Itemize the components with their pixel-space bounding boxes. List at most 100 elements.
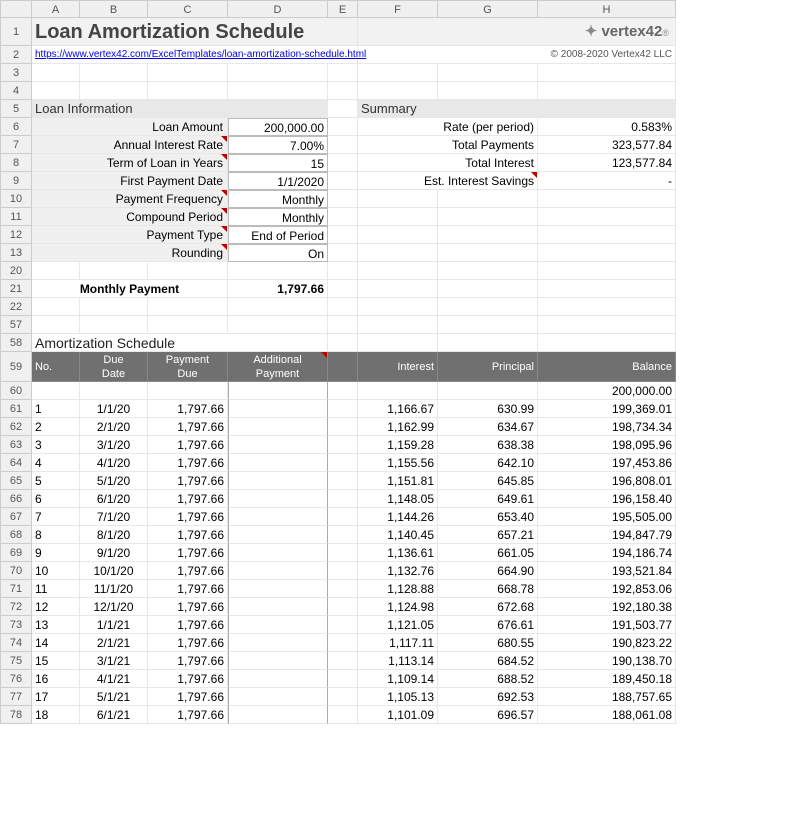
- empty-cell[interactable]: [438, 280, 538, 298]
- cell-payment-due[interactable]: 1,797.66: [148, 580, 228, 598]
- empty-cell[interactable]: [358, 82, 438, 100]
- cell-payment-due[interactable]: 1,797.66: [148, 706, 228, 724]
- cell-no[interactable]: 12: [32, 598, 80, 616]
- cell-balance[interactable]: 197,453.86: [538, 454, 676, 472]
- cell-balance[interactable]: 188,757.65: [538, 688, 676, 706]
- empty-cell[interactable]: [328, 688, 358, 706]
- empty-cell[interactable]: [228, 316, 328, 334]
- empty-cell[interactable]: [328, 100, 358, 118]
- cell-payment-due[interactable]: 1,797.66: [148, 472, 228, 490]
- empty-cell[interactable]: [32, 82, 80, 100]
- cell-payment-due[interactable]: 1,797.66: [148, 544, 228, 562]
- column-header-e[interactable]: E: [328, 0, 358, 18]
- cell-no[interactable]: 1: [32, 400, 80, 418]
- cell-payment-due[interactable]: 1,797.66: [148, 436, 228, 454]
- row-header[interactable]: 20: [0, 262, 32, 280]
- cell-balance[interactable]: 193,521.84: [538, 562, 676, 580]
- empty-cell[interactable]: [328, 454, 358, 472]
- empty-cell[interactable]: [228, 298, 328, 316]
- cell-principal[interactable]: 684.52: [438, 652, 538, 670]
- empty-cell[interactable]: [538, 208, 676, 226]
- cell-no[interactable]: 2: [32, 418, 80, 436]
- empty-cell[interactable]: [328, 634, 358, 652]
- cell-due-date[interactable]: 5/1/20: [80, 472, 148, 490]
- cell-no[interactable]: 13: [32, 616, 80, 634]
- row-header[interactable]: 61: [0, 400, 32, 418]
- cell-payment-due[interactable]: 1,797.66: [148, 562, 228, 580]
- cell-interest[interactable]: 1,136.61: [358, 544, 438, 562]
- cell-interest[interactable]: 1,124.98: [358, 598, 438, 616]
- empty-cell[interactable]: [358, 262, 438, 280]
- row-header[interactable]: 62: [0, 418, 32, 436]
- cell-payment-due[interactable]: 1,797.66: [148, 598, 228, 616]
- row-header[interactable]: 1: [0, 18, 32, 46]
- cell-additional-payment[interactable]: [228, 598, 328, 616]
- empty-cell[interactable]: [438, 262, 538, 280]
- empty-cell[interactable]: [32, 262, 80, 280]
- empty-cell[interactable]: [358, 298, 438, 316]
- row-header[interactable]: 78: [0, 706, 32, 724]
- cell-due-date[interactable]: 6/1/20: [80, 490, 148, 508]
- empty-cell[interactable]: [438, 82, 538, 100]
- cell-additional-payment[interactable]: [228, 544, 328, 562]
- cell-due-date[interactable]: 7/1/20: [80, 508, 148, 526]
- empty-cell[interactable]: [32, 316, 80, 334]
- row-header[interactable]: 71: [0, 580, 32, 598]
- empty-cell[interactable]: [538, 64, 676, 82]
- empty-cell[interactable]: [228, 64, 328, 82]
- cell-additional-payment[interactable]: [228, 562, 328, 580]
- cell-payment-due[interactable]: 1,797.66: [148, 454, 228, 472]
- cell-additional-payment[interactable]: [228, 382, 328, 400]
- empty-cell[interactable]: [328, 544, 358, 562]
- column-header-h[interactable]: H: [538, 0, 676, 18]
- empty-cell[interactable]: [328, 652, 358, 670]
- empty-cell[interactable]: [438, 316, 538, 334]
- cell-principal[interactable]: 680.55: [438, 634, 538, 652]
- empty-cell[interactable]: [328, 580, 358, 598]
- empty-cell[interactable]: [80, 316, 148, 334]
- cell-additional-payment[interactable]: [228, 418, 328, 436]
- cell-no[interactable]: 3: [32, 436, 80, 454]
- cell-interest[interactable]: 1,113.14: [358, 652, 438, 670]
- cell-balance[interactable]: 195,505.00: [538, 508, 676, 526]
- empty-cell[interactable]: [328, 616, 358, 634]
- cell-principal[interactable]: 688.52: [438, 670, 538, 688]
- row-header[interactable]: 58: [0, 334, 32, 352]
- cell-balance[interactable]: 196,808.01: [538, 472, 676, 490]
- cell-payment-due[interactable]: 1,797.66: [148, 652, 228, 670]
- cell-balance[interactable]: 192,180.38: [538, 598, 676, 616]
- loan-info-value[interactable]: On: [228, 244, 328, 262]
- cell-principal[interactable]: 630.99: [438, 400, 538, 418]
- cell-payment-due[interactable]: 1,797.66: [148, 688, 228, 706]
- cell-interest[interactable]: 1,144.26: [358, 508, 438, 526]
- row-header[interactable]: 57: [0, 316, 32, 334]
- cell-no[interactable]: 18: [32, 706, 80, 724]
- cell-additional-payment[interactable]: [228, 436, 328, 454]
- empty-cell[interactable]: [438, 298, 538, 316]
- empty-cell[interactable]: [358, 244, 438, 262]
- empty-cell[interactable]: [328, 190, 358, 208]
- empty-cell[interactable]: [438, 190, 538, 208]
- cell-additional-payment[interactable]: [228, 508, 328, 526]
- empty-cell[interactable]: [538, 262, 676, 280]
- cell-due-date[interactable]: 1/1/20: [80, 400, 148, 418]
- column-header-g[interactable]: G: [438, 0, 538, 18]
- empty-cell[interactable]: [538, 316, 676, 334]
- empty-cell[interactable]: [328, 118, 358, 136]
- cell-due-date[interactable]: 8/1/20: [80, 526, 148, 544]
- empty-cell[interactable]: [328, 208, 358, 226]
- empty-cell[interactable]: [32, 64, 80, 82]
- cell-due-date[interactable]: 9/1/20: [80, 544, 148, 562]
- cell-additional-payment[interactable]: [228, 670, 328, 688]
- empty-cell[interactable]: [328, 562, 358, 580]
- empty-cell[interactable]: [328, 172, 358, 190]
- cell-additional-payment[interactable]: [228, 526, 328, 544]
- empty-cell[interactable]: [148, 316, 228, 334]
- empty-cell[interactable]: [358, 190, 438, 208]
- cell-balance[interactable]: 198,734.34: [538, 418, 676, 436]
- cell-no[interactable]: 16: [32, 670, 80, 688]
- row-header[interactable]: 12: [0, 226, 32, 244]
- cell-no[interactable]: 8: [32, 526, 80, 544]
- row-header[interactable]: 2: [0, 46, 32, 64]
- cell-no[interactable]: 5: [32, 472, 80, 490]
